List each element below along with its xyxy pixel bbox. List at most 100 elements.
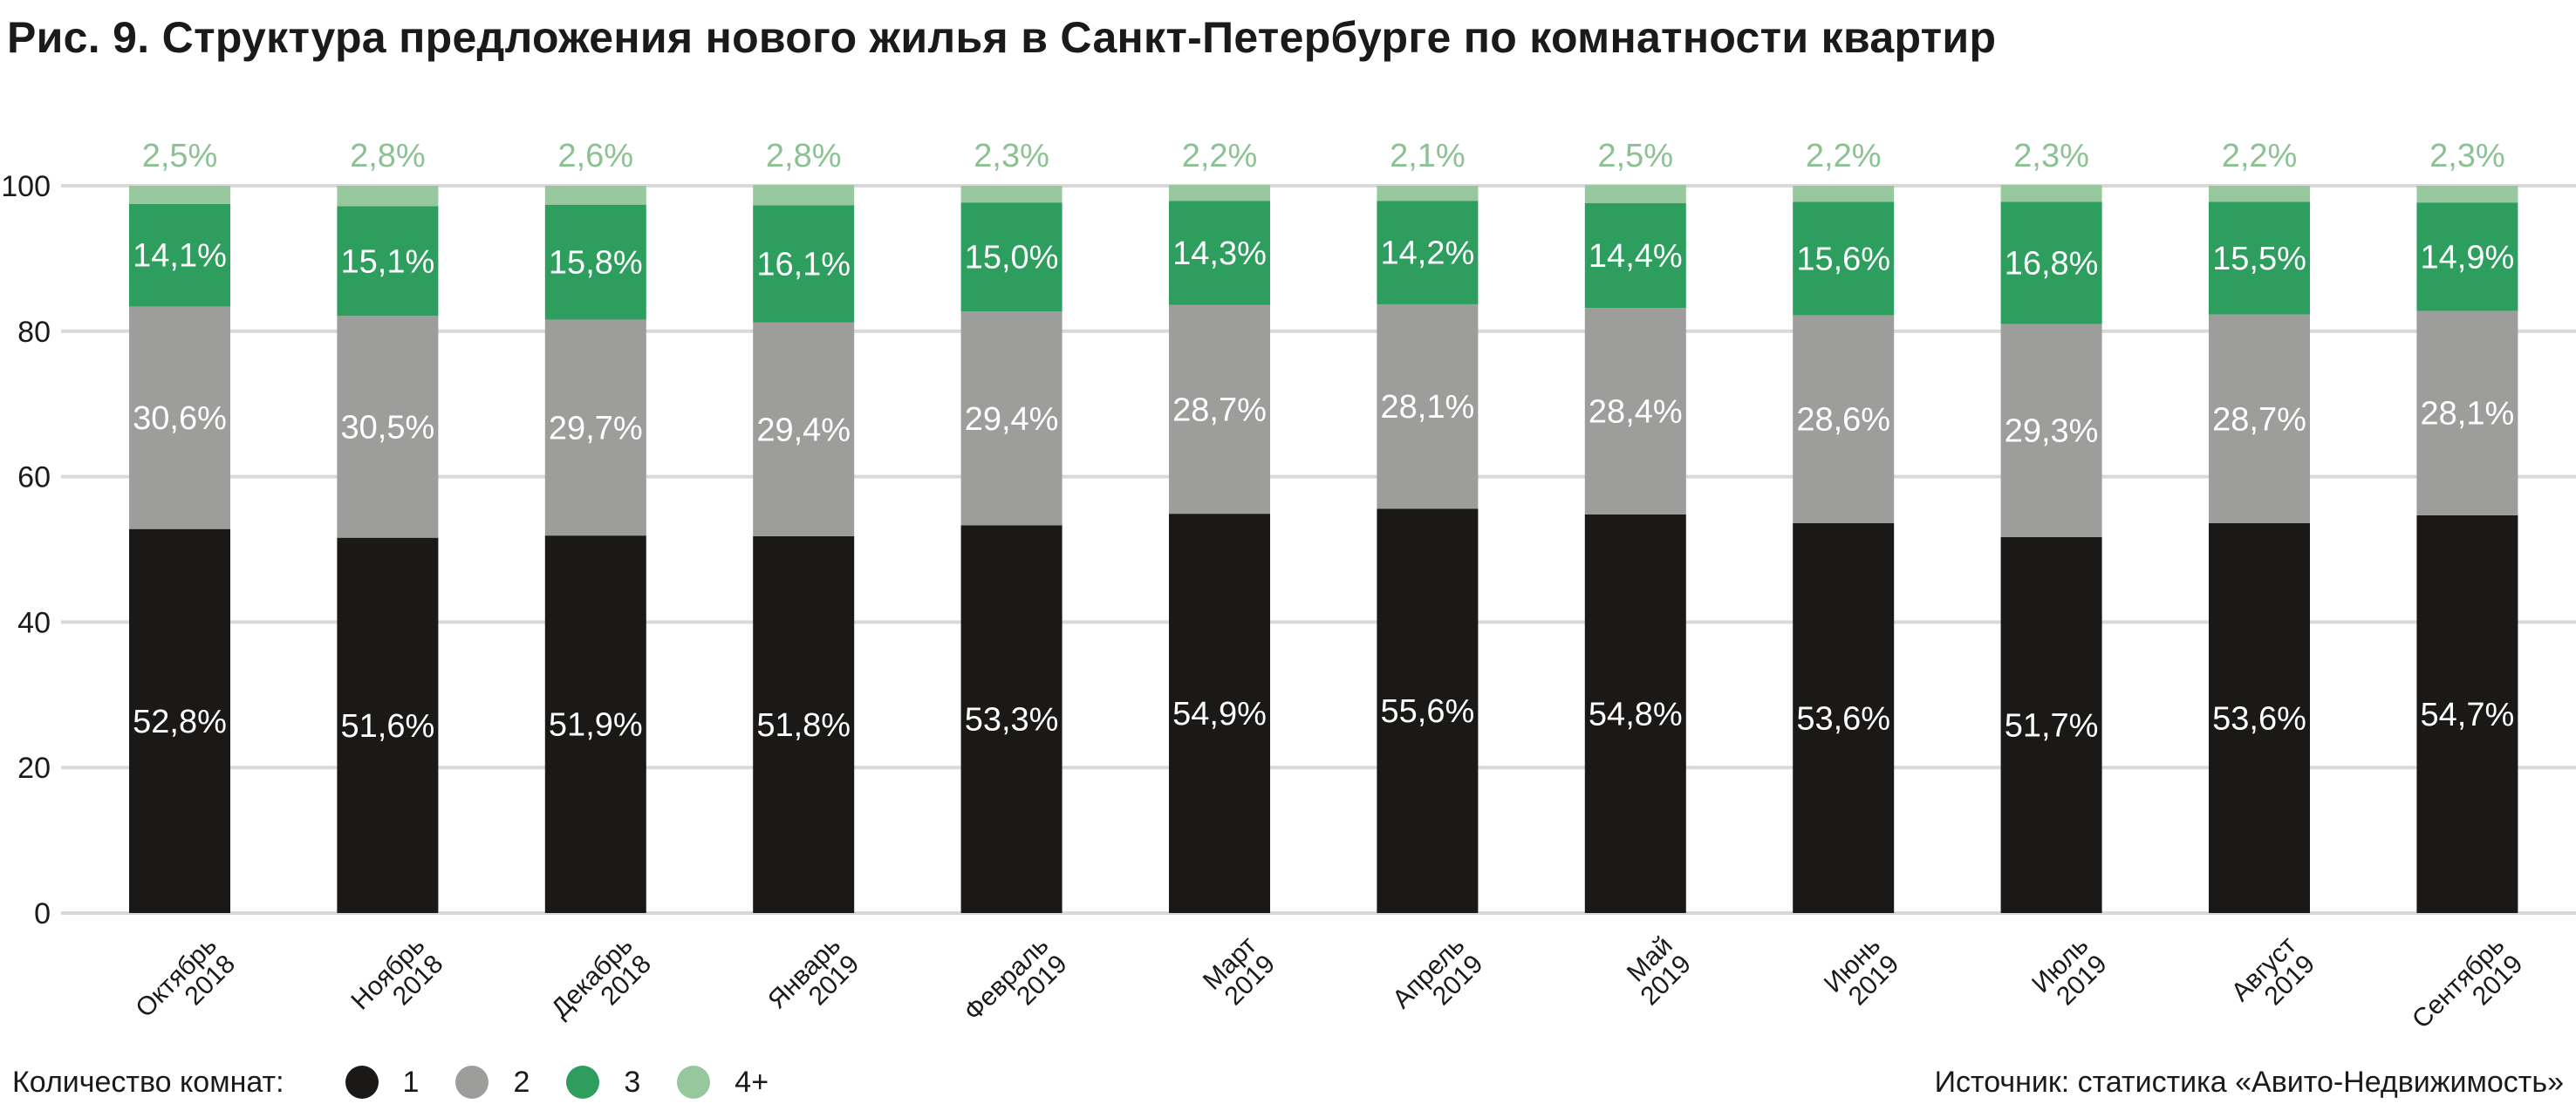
- bar-segment-3: [544, 204, 646, 320]
- data-label: 2,2%: [1806, 138, 1882, 174]
- legend-swatch-2: [455, 1066, 489, 1099]
- data-label: 15,6%: [1796, 241, 1890, 277]
- data-label: 2,8%: [350, 138, 426, 174]
- bar-segment-1: [1793, 522, 1895, 913]
- stacked-bar-chart: 0 20 40 60 80 100 52,8% 30,6% 14,1% 2,5% 51,6% 30,…: [1, 138, 2576, 1034]
- bar-segment-3: [2416, 202, 2518, 311]
- bar-segment-4plus: [1169, 185, 1270, 201]
- data-label: 2,5%: [1597, 138, 1673, 174]
- data-label: 29,4%: [756, 412, 851, 448]
- bar-segment-3: [2209, 201, 2310, 315]
- bar-segment-2: [960, 311, 1063, 526]
- bar-segment-2: [2209, 314, 2310, 523]
- data-label: 54,8%: [1589, 696, 1683, 733]
- bar-segment-1: [2416, 515, 2518, 913]
- gridlines: [61, 184, 2576, 915]
- bar-segment-3: [1793, 201, 1895, 316]
- data-label: 28,1%: [2421, 396, 2515, 433]
- y-axis-ticks: 0 20 40 60 80 100: [1, 170, 51, 930]
- data-label: 2,5%: [142, 138, 218, 174]
- bar-segment-2: [1169, 304, 1270, 515]
- y-tick-label: 80: [17, 316, 51, 349]
- data-label: 28,7%: [1172, 392, 1267, 428]
- bar-segment-4plus: [337, 186, 439, 207]
- legend-label-1: 1: [402, 1065, 420, 1099]
- bar-segment-3: [2000, 201, 2102, 324]
- data-label: 15,5%: [2212, 241, 2306, 277]
- bar-segment-4plus: [2209, 186, 2310, 202]
- bar-segment-1: [753, 535, 855, 913]
- bar-segment-2: [1793, 315, 1895, 523]
- data-label: 53,6%: [1796, 700, 1890, 737]
- data-label: 2,2%: [2222, 138, 2298, 174]
- data-label: 51,6%: [341, 708, 435, 745]
- data-label: 2,6%: [557, 138, 633, 174]
- bar-segment-3: [753, 205, 855, 323]
- legend-swatch-1: [345, 1066, 379, 1099]
- data-labels: 52,8% 30,6% 14,1% 2,5% 51,6% 30,5% 15,1% 2,8% 51…: [133, 138, 2514, 745]
- data-label: 14,2%: [1381, 235, 1475, 272]
- data-label: 30,5%: [341, 409, 435, 446]
- data-label: 15,8%: [549, 245, 643, 282]
- legend-item-1: 1: [345, 1065, 420, 1100]
- data-label: 30,6%: [133, 400, 227, 437]
- data-label: 2,3%: [2429, 138, 2505, 174]
- data-label: 53,6%: [2212, 700, 2306, 737]
- bar-segment-4plus: [1377, 186, 1479, 201]
- data-label: 29,3%: [2005, 413, 2099, 450]
- bar-segment-2: [2416, 310, 2518, 515]
- data-label: 28,4%: [1589, 394, 1683, 431]
- bar-segment-4plus: [129, 186, 230, 204]
- bar-segment-2: [753, 322, 855, 536]
- bar-segment-1: [1377, 508, 1479, 913]
- y-tick-label: 100: [1, 170, 51, 203]
- data-label: 2,1%: [1390, 138, 1466, 174]
- data-label: 51,7%: [2005, 707, 2099, 744]
- bar-segment-4plus: [2000, 185, 2102, 202]
- legend-item-3: 3: [566, 1066, 640, 1100]
- bars: [129, 185, 2518, 913]
- legend-item-2: 2: [455, 1066, 530, 1100]
- y-tick-label: 40: [17, 606, 51, 639]
- bar-segment-3: [1169, 201, 1270, 305]
- bar-segment-4plus: [1793, 186, 1895, 202]
- legend-label-3: 3: [624, 1065, 641, 1099]
- bar-segment-1: [1169, 514, 1270, 913]
- source-note: Источник: статистика «Авито-Недвижимость…: [1934, 1065, 2564, 1099]
- bar-segment-1: [2209, 522, 2310, 913]
- bar-segment-3: [960, 202, 1063, 312]
- legend-swatch-3: [566, 1066, 600, 1099]
- data-label: 16,1%: [756, 247, 851, 283]
- bar-segment-4plus: [1584, 185, 1686, 204]
- data-label: 15,0%: [965, 240, 1059, 276]
- data-label: 15,1%: [341, 243, 435, 280]
- data-label: 14,1%: [133, 238, 227, 275]
- data-label: 52,8%: [133, 704, 227, 740]
- data-label: 29,7%: [549, 410, 643, 446]
- bar-segment-2: [1584, 308, 1686, 515]
- bar-segment-2: [544, 319, 646, 536]
- bar-segment-1: [1584, 514, 1686, 913]
- data-label: 2,8%: [766, 138, 842, 174]
- bar-segment-2: [1377, 303, 1479, 509]
- legend-label-4plus: 4+: [735, 1065, 769, 1099]
- data-label: 16,8%: [2005, 245, 2099, 282]
- legend: Количество комнат: 1 2 3 4+: [12, 1060, 805, 1104]
- data-label: 55,6%: [1381, 693, 1475, 730]
- y-tick-label: 60: [17, 461, 51, 494]
- data-label: 51,8%: [756, 707, 851, 744]
- data-label: 29,4%: [965, 401, 1059, 438]
- bar-segment-2: [129, 306, 230, 529]
- bar-segment-1: [544, 535, 646, 913]
- bar-segment-4plus: [2416, 186, 2518, 203]
- legend-swatch-4plus: [677, 1066, 711, 1099]
